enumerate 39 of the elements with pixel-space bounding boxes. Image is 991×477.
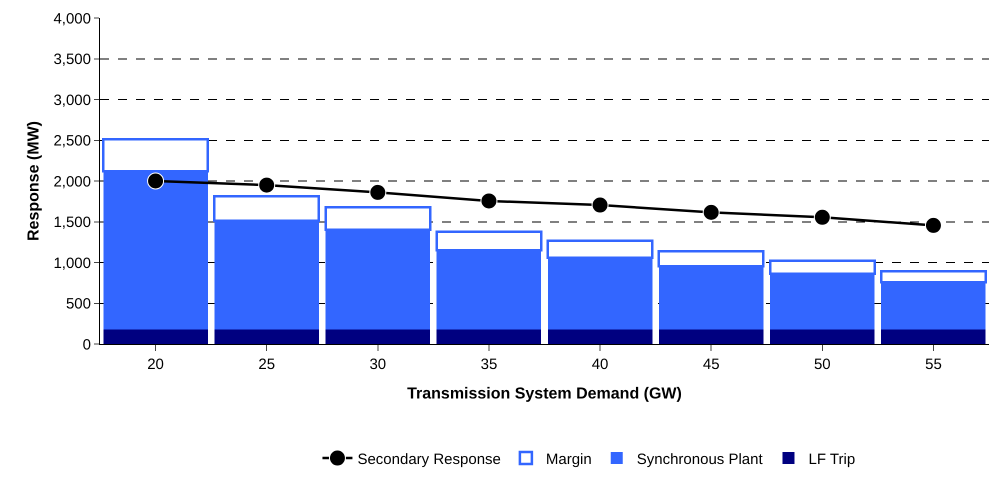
x-tick-label: 25 bbox=[258, 356, 276, 373]
bar bbox=[436, 330, 542, 344]
y-tick-label: 1,000 bbox=[53, 254, 91, 272]
y-tick-label: 2,500 bbox=[53, 132, 91, 150]
legend-label: Margin bbox=[546, 450, 592, 468]
x-tick-label: 20 bbox=[147, 356, 164, 373]
x-tick-label: 30 bbox=[369, 356, 386, 373]
legend-label: Synchronous Plant bbox=[636, 450, 764, 468]
bar bbox=[214, 330, 319, 344]
point bbox=[702, 204, 720, 221]
point bbox=[592, 196, 609, 214]
x-tick-label: 55 bbox=[925, 356, 942, 373]
y-tick-label: 2,000 bbox=[53, 173, 91, 190]
point bbox=[814, 208, 831, 226]
y-tick-label: 1,500 bbox=[53, 214, 91, 231]
point bbox=[258, 176, 276, 194]
legend-label: LF Trip bbox=[808, 450, 856, 468]
point bbox=[924, 216, 942, 234]
y-tick-label: 3,000 bbox=[53, 92, 91, 109]
x-axis-title: Transmission System Demand (GW) bbox=[407, 386, 682, 403]
bar bbox=[326, 330, 430, 344]
bar bbox=[103, 330, 208, 344]
y-tick-label: 500 bbox=[66, 296, 91, 312]
bar bbox=[770, 330, 875, 344]
point bbox=[147, 172, 164, 190]
point bbox=[480, 192, 498, 210]
bar bbox=[548, 330, 652, 344]
x-tick-label: 40 bbox=[592, 356, 608, 373]
bar bbox=[658, 330, 764, 344]
x-tick-label: 50 bbox=[814, 356, 831, 373]
y-tick-label: 4,000 bbox=[53, 10, 91, 28]
y-tick-label: 3,500 bbox=[53, 51, 91, 68]
y-axis-title: Response (MW) bbox=[25, 121, 42, 241]
legend-label: Secondary Response bbox=[357, 450, 501, 468]
x-tick-label: 35 bbox=[480, 356, 498, 373]
x-tick-label: 45 bbox=[702, 356, 720, 373]
bar bbox=[881, 330, 986, 344]
point bbox=[369, 184, 386, 201]
y-tick-label: 0 bbox=[82, 336, 91, 354]
